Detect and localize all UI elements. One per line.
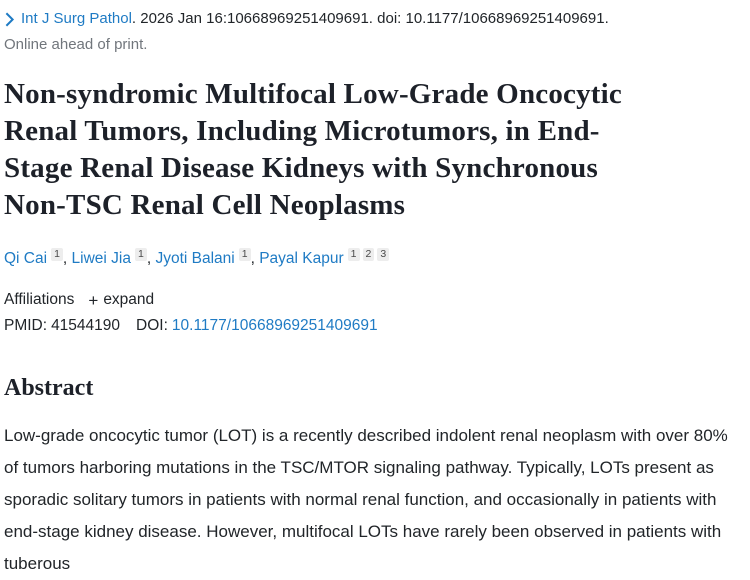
author-affiliation-sup[interactable]: 2 bbox=[362, 248, 375, 261]
pmid-value: 41544190 bbox=[51, 317, 121, 335]
identifiers-row: PMID: 41544190 DOI: 10.1177/106689692514096… bbox=[4, 317, 744, 335]
pmid-label: PMID: bbox=[4, 317, 48, 335]
author-separator: , bbox=[250, 250, 260, 268]
journal-link[interactable]: Int J Surg Pathol bbox=[21, 10, 132, 27]
affiliations-expand-button[interactable]: + expand bbox=[88, 291, 154, 309]
article-title: Non-syndromic Multifocal Low-Grade Oncoc… bbox=[4, 78, 622, 221]
author-link[interactable]: Payal Kapur bbox=[259, 250, 344, 268]
author-affiliation-sup[interactable]: 1 bbox=[347, 248, 360, 261]
doi-label: DOI: bbox=[136, 317, 168, 335]
author-affiliation-sup[interactable]: 3 bbox=[377, 248, 390, 261]
plus-icon: + bbox=[88, 290, 99, 310]
citation-text: . 2026 Jan 16:10668969251409691. doi: 10… bbox=[131, 10, 609, 27]
author-link[interactable]: Liwei Jia bbox=[71, 250, 131, 268]
author-affiliation-sup[interactable]: 1 bbox=[51, 248, 63, 261]
author-affiliation-sup[interactable]: 1 bbox=[135, 248, 147, 261]
journal-citation-line: Int J Surg Pathol. 2026 Jan 16:106689692… bbox=[4, 6, 744, 31]
affiliations-row: Affiliations + expand bbox=[4, 291, 744, 309]
author-separator: , bbox=[62, 250, 72, 268]
author-affiliation-sup[interactable]: 1 bbox=[238, 248, 251, 261]
author-link[interactable]: Qi Cai bbox=[4, 250, 48, 268]
author-separator: , bbox=[146, 250, 156, 268]
abstract-heading: Abstract bbox=[4, 375, 94, 402]
ahead-of-print-label: Online ahead of print. bbox=[4, 36, 148, 53]
affiliations-label: Affiliations bbox=[4, 291, 75, 309]
authors-list: Qi Cai 1, Liwei Jia 1, Jyoti Balani 1, Paya… bbox=[4, 248, 744, 270]
abstract-text: Low-grade oncocytic tumor (LOT) is a rec… bbox=[4, 426, 728, 574]
author-link[interactable]: Jyoti Balani bbox=[155, 250, 235, 268]
journal-toggle-chevron-icon[interactable] bbox=[4, 12, 15, 27]
expand-label: expand bbox=[103, 291, 155, 309]
doi-link[interactable]: 10.1177/10668969251409691 bbox=[171, 317, 378, 335]
